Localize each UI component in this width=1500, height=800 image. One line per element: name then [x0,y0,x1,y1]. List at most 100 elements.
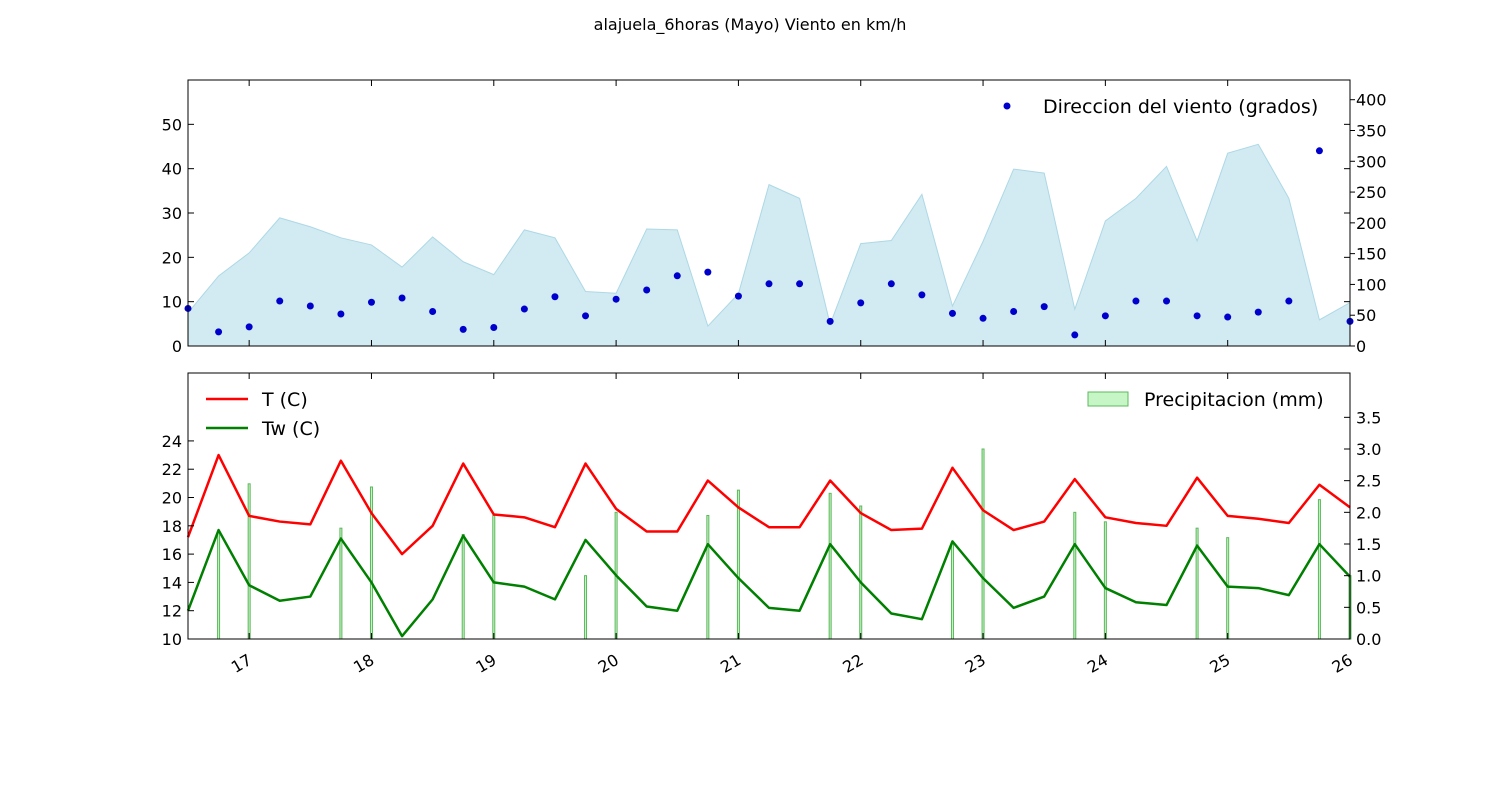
date-axis: 17 18 19 20 21 22 23 24 25 26 [228,373,1356,677]
wind-direction-point [1132,297,1140,305]
temperature-panel-frame [187,372,1351,640]
wet-bulb-legend-label: Tw (C) [261,418,320,440]
date-tick-label: 17 [228,650,255,677]
wind-direction-tick-label: 400 [1356,91,1387,110]
wind-direction-point [796,280,804,288]
wind-direction-scatter-layer [184,147,1354,339]
wind-direction-point [337,310,345,318]
wind-direction-point [673,272,681,280]
wind-panel: 0 10 20 30 40 50 0 50 100 150 200 250 300 350 400 Dir… [162,79,1387,356]
wind-direction-tick-label: 200 [1356,214,1387,233]
wind-direction-point [918,291,926,299]
precipitation-bar [1226,537,1230,640]
wind-direction-tick-label: 0 [1356,337,1366,356]
precipitation-bar [217,530,221,640]
wind-direction-point [245,323,253,331]
date-tick-label: 21 [717,650,744,677]
wind-direction-legend-label: Direccion del viento (grados) [1043,96,1318,118]
wind-direction-point [887,280,895,288]
wind-direction-point [948,309,956,317]
wind-direction-tick-label: 150 [1356,245,1387,264]
wind-direction-legend-marker [1003,102,1011,110]
date-tick-label: 18 [350,650,377,677]
wind-direction-tick-label: 100 [1356,275,1387,294]
wind-speed-axis: 0 10 20 30 40 50 [162,115,1350,356]
wind-direction-point [1224,313,1232,321]
temperature-legend-label: T (C) [261,389,308,411]
date-tick-label: 24 [1084,650,1111,677]
wind-direction-point [826,317,834,325]
precipitation-tick-label: 1.5 [1356,535,1381,554]
wind-direction-point [582,312,590,320]
temperature-axis: 10 12 14 16 18 20 22 24 [162,432,194,649]
wind-direction-point [429,308,437,316]
precipitation-bar [1317,499,1321,640]
date-tick-label: 23 [962,650,989,677]
wind-direction-point [1193,312,1201,320]
wind-direction-point [704,268,712,276]
wind-direction-point [459,325,467,333]
precipitation-legend-swatch [1087,391,1129,407]
wind-direction-point [1315,147,1323,155]
wind-direction-point [1285,297,1293,305]
date-tick-label: 26 [1329,650,1356,677]
temperature-tick-label: 12 [162,602,182,621]
precipitation-bar [828,492,832,640]
precipitation-bar [584,575,588,640]
wind-direction-point [520,305,528,313]
temperature-tick-label: 10 [162,630,182,649]
wind-direction-point [1071,331,1079,339]
date-tick-label: 25 [1206,650,1233,677]
precipitation-tick-label: 2.5 [1356,472,1381,491]
wind-speed-tick-label: 30 [162,204,182,223]
wind-speed-area [187,143,1351,347]
figure-title: alajuela_6horas (Mayo) Viento en km/h [593,15,907,34]
wind-direction-point [765,280,773,288]
date-tick-label: 20 [595,650,622,677]
wind-speed-tick-label: 0 [172,337,182,356]
date-tick-label: 19 [472,650,499,677]
wind-direction-point [1101,312,1109,320]
wind-panel-legend: Direccion del viento (grados) [1003,96,1318,118]
precipitation-legend-label: Precipitacion (mm) [1144,389,1324,411]
precipitation-tick-label: 3.0 [1356,440,1381,459]
precipitation-bar [859,505,863,640]
wind-speed-tick-label: 20 [162,248,182,267]
wind-direction-point [643,286,651,294]
temperature-tick-label: 24 [162,432,182,451]
wind-direction-tick-label: 300 [1356,152,1387,171]
precipitation-bar [339,527,343,640]
precipitation-bar [950,543,954,640]
precipitation-bar [1103,521,1107,640]
precipitation-bar [1073,511,1077,640]
wind-speed-tick-label: 10 [162,293,182,312]
wind-direction-point [1010,308,1018,316]
wind-direction-point [367,298,375,306]
wind-direction-point [398,294,406,302]
temperature-tick-label: 18 [162,517,182,536]
wind-direction-point [734,292,742,300]
wind-direction-point [215,328,223,336]
precipitation-tick-label: 0.5 [1356,598,1381,617]
wind-panel-x-ticks [248,80,1351,346]
temperature-tick-label: 22 [162,460,182,479]
temperature-line-layer [186,453,1351,638]
temperature-legend: T (C) Tw (C) [206,389,320,440]
precipitation-tick-label: 0.0 [1356,630,1381,649]
wind-direction-tick-label: 350 [1356,121,1387,140]
wind-direction-point [979,314,987,322]
wind-direction-point [306,302,314,310]
wind-direction-point [1040,303,1048,311]
wind-speed-tick-label: 40 [162,160,182,179]
wind-direction-point [1254,308,1262,316]
wind-direction-point [857,299,865,307]
wind-direction-point [612,295,620,303]
temperature-line [186,453,1351,556]
date-tick-label: 22 [839,650,866,677]
wind-direction-point [490,324,498,332]
temperature-panel: 10 12 14 16 18 20 22 24 0.0 0.5 1.0 1.5 2.0 2.5 3.0 3.… [162,372,1381,677]
precipitation-bar [247,483,251,640]
temperature-tick-label: 16 [162,545,182,564]
precipitation-bar [461,534,465,640]
